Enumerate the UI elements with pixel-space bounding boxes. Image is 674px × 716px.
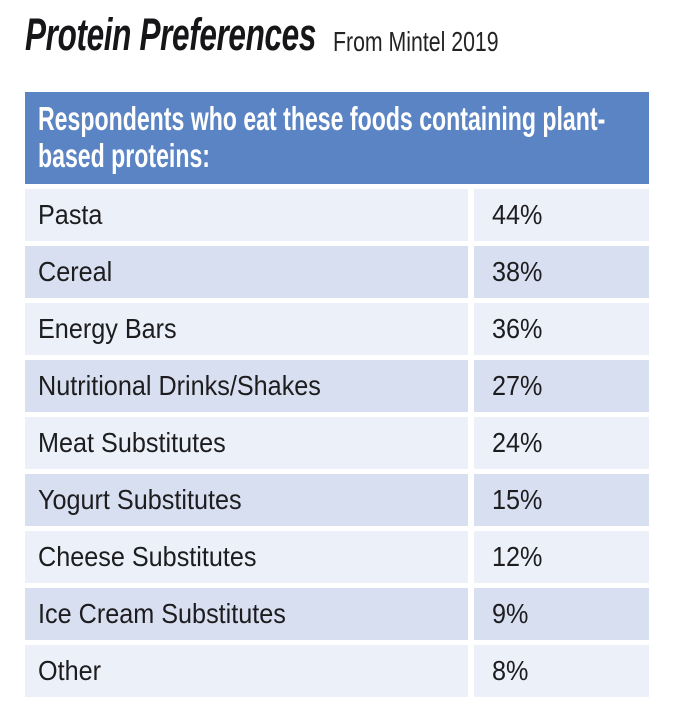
percent-value-cell: 9% [474,588,649,640]
table-row: Energy Bars 36% [25,303,649,355]
food-label: Ice Cream Substitutes [38,598,286,629]
percent-value: 8% [492,655,529,686]
percent-value: 38% [492,256,543,287]
percent-value-cell: 36% [474,303,649,355]
food-label: Other [38,655,102,686]
table-row: Ice Cream Substitutes 9% [25,588,649,640]
protein-table: Respondents who eat these foods containi… [25,92,649,697]
table-header: Respondents who eat these foods containi… [25,92,649,184]
percent-value: 44% [492,199,543,230]
percent-value: 9% [492,598,529,629]
table-row: Cereal 38% [25,246,649,298]
table-row: Cheese Substitutes 12% [25,531,649,583]
food-label: Pasta [38,199,103,230]
page-title: Protein Preferences [25,9,316,60]
percent-value-cell: 44% [474,189,649,241]
food-label: Nutritional Drinks/Shakes [38,370,321,401]
percent-value: 36% [492,313,543,344]
percent-value: 12% [492,541,543,572]
food-label-cell: Yogurt Substitutes [25,474,468,526]
food-label-cell: Other [25,645,468,697]
food-label-cell: Pasta [25,189,468,241]
percent-value-cell: 15% [474,474,649,526]
percent-value: 24% [492,427,543,458]
food-label-cell: Meat Substitutes [25,417,468,469]
food-label: Yogurt Substitutes [38,484,242,515]
table-header-text: Respondents who eat these foods containi… [38,100,606,174]
food-label-cell: Cheese Substitutes [25,531,468,583]
percent-value-cell: 8% [474,645,649,697]
food-label: Cereal [38,256,113,287]
title-row: Protein Preferences From Mintel 2019 [25,0,649,78]
food-label: Cheese Substitutes [38,541,257,572]
source-label: From Mintel 2019 [333,26,499,57]
food-label: Energy Bars [38,313,177,344]
food-label-cell: Ice Cream Substitutes [25,588,468,640]
table-row: Nutritional Drinks/Shakes 27% [25,360,649,412]
food-label-cell: Cereal [25,246,468,298]
percent-value-cell: 24% [474,417,649,469]
table-row: Other 8% [25,645,649,697]
percent-value-cell: 27% [474,360,649,412]
percent-value-cell: 38% [474,246,649,298]
table-row: Meat Substitutes 24% [25,417,649,469]
percent-value-cell: 12% [474,531,649,583]
table-row: Yogurt Substitutes 15% [25,474,649,526]
table-row: Pasta 44% [25,189,649,241]
food-label-cell: Nutritional Drinks/Shakes [25,360,468,412]
food-label: Meat Substitutes [38,427,226,458]
percent-value: 27% [492,370,543,401]
percent-value: 15% [492,484,543,515]
food-label-cell: Energy Bars [25,303,468,355]
